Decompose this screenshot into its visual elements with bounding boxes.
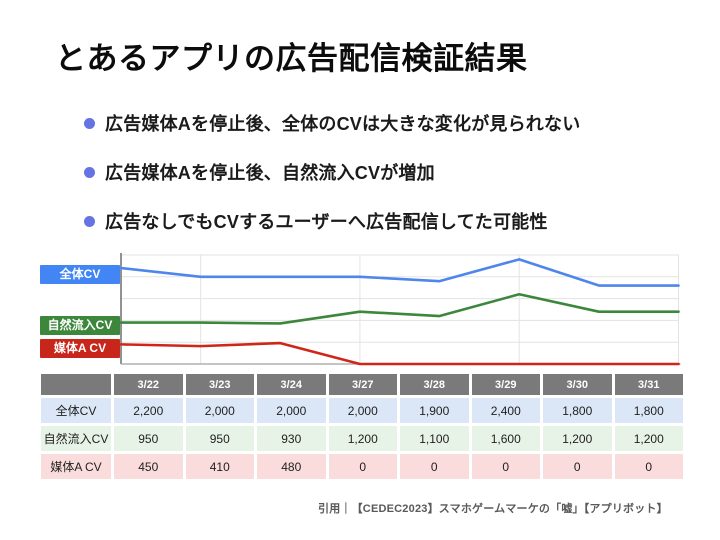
table-date-header: 3/27 (328, 374, 397, 395)
bullet-text: 広告媒体Aを停止後、全体のCVは大きな変化が見られない (105, 114, 581, 134)
table-cell: 930 (257, 426, 326, 451)
table-row-label: 媒体A CV (41, 454, 111, 479)
table-date-header: 3/23 (185, 374, 254, 395)
bullet-dot-icon (84, 117, 95, 129)
bullet-item: 広告媒体Aを停止後、自然流入CVが増加 (84, 162, 580, 183)
bullet-item: 広告なしでもCVするユーザーへ広告配信してた可能性 (84, 211, 580, 232)
table-cell: 450 (114, 454, 183, 479)
bullet-dot-icon (84, 215, 95, 227)
table-row: 自然流入CV 950 950 930 1,200 1,100 1,600 1,200 1,200 (41, 426, 683, 451)
table-date-header: 3/24 (257, 374, 326, 395)
series-line-organic-cv (119, 292, 680, 325)
table-header-row: 3/22 3/23 3/24 3/27 3/28 3/29 3/30 3/31 (41, 374, 683, 395)
table-cell: 480 (257, 454, 326, 479)
table-cell: 1,800 (543, 398, 612, 423)
table-date-header: 3/29 (471, 374, 540, 395)
table-date-header: 3/30 (543, 374, 612, 395)
bullet-list: 広告媒体Aを停止後、全体のCVは大きな変化が見られない 広告媒体Aを停止後、自然… (84, 113, 580, 260)
table-corner-cell (41, 374, 111, 395)
series-line-total-cv (119, 258, 680, 287)
table-row-label: 自然流入CV (41, 426, 111, 451)
table-cell: 0 (614, 454, 683, 479)
table-cell: 0 (543, 454, 612, 479)
table-cell: 1,900 (400, 398, 469, 423)
table-cell: 2,200 (114, 398, 183, 423)
table-cell: 1,200 (328, 426, 397, 451)
legend-label-media-a-cv: 媒体A CV (40, 339, 120, 358)
table-cell: 950 (114, 426, 183, 451)
bullet-item: 広告媒体Aを停止後、全体のCVは大きな変化が見られない (84, 113, 581, 134)
table-cell: 1,800 (614, 398, 683, 423)
table-date-header: 3/22 (114, 374, 183, 395)
slide-title: とあるアプリの広告配信検証結果 (55, 41, 528, 76)
table-cell: 1,200 (543, 426, 612, 451)
table-cell: 2,000 (328, 398, 397, 423)
table-cell: 2,000 (257, 398, 326, 423)
table-cell: 2,000 (185, 398, 254, 423)
bullet-text: 広告なしでもCVするユーザーへ広告配信してた可能性 (105, 212, 548, 232)
table-cell: 410 (185, 454, 254, 479)
table-cell: 0 (400, 454, 469, 479)
table-row-label: 全体CV (41, 398, 111, 423)
table-cell: 1,100 (400, 426, 469, 451)
table-cell: 2,400 (471, 398, 540, 423)
legend-label-organic-cv: 自然流入CV (40, 316, 120, 335)
table-cell: 1,200 (614, 426, 683, 451)
table-cell: 0 (328, 454, 397, 479)
table-cell: 950 (185, 426, 254, 451)
cv-table: 3/22 3/23 3/24 3/27 3/28 3/29 3/30 3/31 全体CV 2,20… (38, 371, 686, 482)
series-line-media-a-cv (119, 341, 680, 366)
table-cell: 1,600 (471, 426, 540, 451)
legend-label-total-cv: 全体CV (40, 265, 120, 284)
table-date-header: 3/28 (400, 374, 469, 395)
citation: 引用｜【CEDEC2023】スマホゲームマーケの「嘘」【アプリボット】 (318, 503, 668, 515)
bullet-text: 広告媒体Aを停止後、自然流入CVが増加 (105, 163, 435, 183)
table-date-header: 3/31 (614, 374, 683, 395)
table-row: 全体CV 2,200 2,000 2,000 2,000 1,900 2,400 1,800 1… (41, 398, 683, 423)
bullet-dot-icon (84, 166, 95, 178)
table-row: 媒体A CV 450 410 480 0 0 0 0 0 (41, 454, 683, 479)
table-cell: 0 (471, 454, 540, 479)
